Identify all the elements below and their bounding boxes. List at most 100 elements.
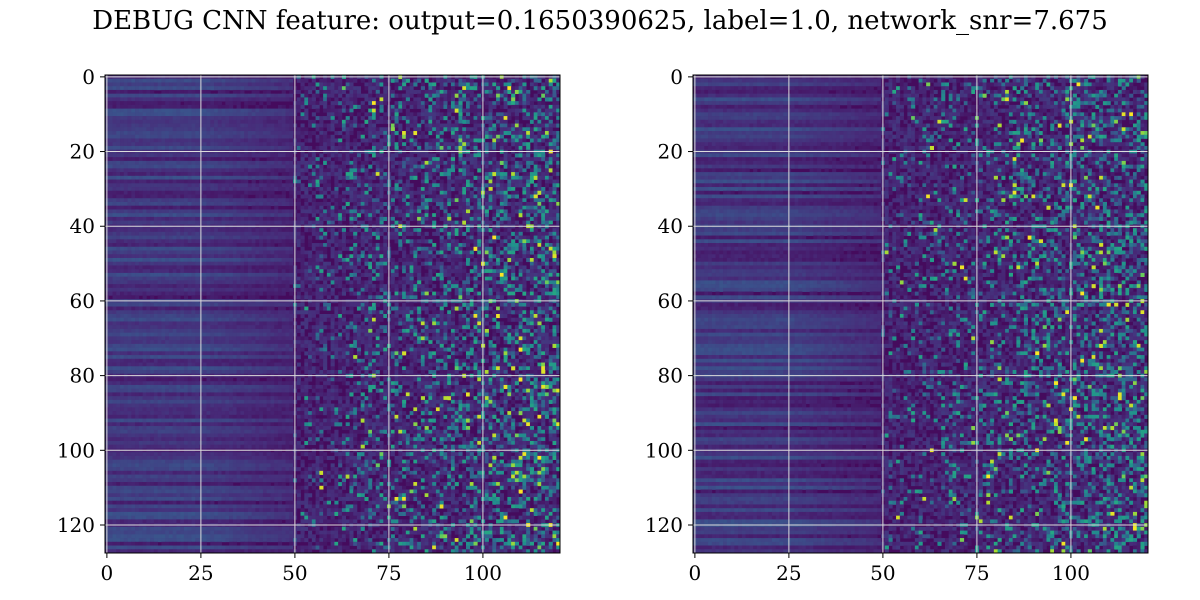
- heatmap-cell: [424, 160, 429, 165]
- heatmap-cell: [168, 78, 174, 83]
- heatmap-cell: [417, 243, 422, 248]
- heatmap-cell: [150, 160, 155, 165]
- heatmap-cell: [304, 198, 309, 203]
- heatmap-cell: [240, 201, 245, 207]
- heatmap-cell: [217, 194, 222, 199]
- heatmap-cell: [428, 97, 433, 102]
- heatmap-cell: [435, 201, 441, 207]
- heatmap-cell: [266, 187, 271, 192]
- heatmap-cell: [514, 168, 519, 173]
- heatmap-cell: [187, 183, 192, 188]
- heatmap-cell: [270, 123, 275, 128]
- heatmap-cell: [131, 86, 136, 91]
- heatmap-cell: [266, 116, 271, 121]
- heatmap-cell: [270, 145, 275, 151]
- heatmap-cell: [371, 246, 377, 251]
- heatmap-cell: [123, 160, 128, 165]
- heatmap-cell: [450, 89, 456, 95]
- heatmap-cell: [447, 119, 452, 124]
- heatmap-cell: [338, 101, 343, 106]
- heatmap-cell: [108, 235, 113, 240]
- heatmap-cell: [131, 101, 136, 106]
- heatmap-cell: [405, 175, 410, 180]
- heatmap-cell: [428, 160, 433, 165]
- heatmap-cell: [428, 220, 433, 225]
- heatmap-cell: [548, 123, 553, 128]
- heatmap-cell: [120, 220, 125, 225]
- heatmap-cell: [180, 78, 185, 83]
- heatmap-cell: [270, 153, 275, 158]
- heatmap-cell: [308, 194, 313, 199]
- heatmap-cell: [183, 138, 189, 143]
- heatmap-cell: [428, 138, 433, 143]
- heatmap-cell: [183, 179, 189, 184]
- heatmap-cell: [210, 119, 215, 124]
- heatmap-cell: [153, 209, 158, 214]
- heatmap-cell: [556, 201, 561, 207]
- heatmap-cell: [116, 101, 121, 106]
- heatmap-cell: [402, 160, 407, 165]
- heatmap-cell: [281, 190, 286, 195]
- heatmap-cell: [552, 246, 557, 251]
- heatmap-cell: [462, 82, 467, 87]
- heatmap-cell: [405, 138, 410, 143]
- heatmap-cell: [353, 183, 358, 188]
- heatmap-cell: [221, 246, 226, 251]
- heatmap-cell: [469, 104, 474, 109]
- heatmap-cell: [319, 142, 324, 147]
- heatmap-cell: [518, 138, 523, 143]
- heatmap-cell: [259, 179, 264, 184]
- heatmap-cell: [507, 138, 512, 143]
- heatmap-cell: [206, 228, 211, 233]
- heatmap-cell: [229, 157, 234, 162]
- heatmap-cell: [127, 172, 132, 177]
- heatmap-cell: [232, 101, 237, 106]
- heatmap-cell: [285, 235, 290, 240]
- heatmap-cell: [439, 216, 444, 221]
- heatmap-cell: [537, 190, 542, 195]
- heatmap-cell: [499, 78, 504, 83]
- heatmap-cell: [112, 187, 117, 192]
- heatmap-cell: [183, 78, 189, 83]
- heatmap-cell: [544, 235, 550, 240]
- heatmap-cell: [142, 246, 147, 251]
- heatmap-cell: [526, 153, 531, 158]
- heatmap-cell: [477, 179, 482, 184]
- heatmap-cell: [368, 123, 373, 128]
- heatmap-cell: [541, 205, 546, 210]
- heatmap-cell: [183, 160, 189, 165]
- heatmap-cell: [161, 153, 166, 158]
- heatmap-cell: [153, 108, 158, 113]
- heatmap-cell: [345, 209, 350, 214]
- heatmap-cell: [353, 172, 358, 177]
- heatmap-cell: [529, 97, 535, 102]
- heatmap-cell: [172, 239, 177, 244]
- heatmap-cell: [266, 134, 271, 139]
- heatmap-cell: [533, 160, 538, 165]
- heatmap-cell: [300, 183, 305, 188]
- heatmap-cell: [195, 179, 200, 184]
- heatmap-cell: [172, 243, 177, 248]
- heatmap-cell: [556, 89, 561, 95]
- heatmap-cell: [507, 175, 512, 180]
- heatmap-cell: [191, 145, 196, 151]
- heatmap-cell: [447, 231, 452, 236]
- heatmap-cell: [176, 235, 181, 240]
- heatmap-cell: [420, 160, 425, 165]
- heatmap-cell: [285, 145, 290, 151]
- heatmap-cell: [496, 131, 501, 136]
- heatmap-cell: [492, 134, 497, 139]
- heatmap-cell: [191, 93, 196, 98]
- heatmap-cell: [360, 160, 365, 165]
- heatmap-cell: [176, 127, 181, 132]
- heatmap-cell: [526, 213, 531, 218]
- heatmap-cell: [488, 123, 493, 128]
- heatmap-cell: [247, 93, 252, 98]
- heatmap-cell: [112, 157, 117, 162]
- heatmap-cell: [296, 250, 301, 255]
- heatmap-cell: [315, 228, 320, 233]
- heatmap-cell: [544, 190, 550, 195]
- heatmap-cell: [511, 246, 516, 251]
- heatmap-cell: [394, 168, 399, 173]
- heatmap-cell: [308, 220, 313, 225]
